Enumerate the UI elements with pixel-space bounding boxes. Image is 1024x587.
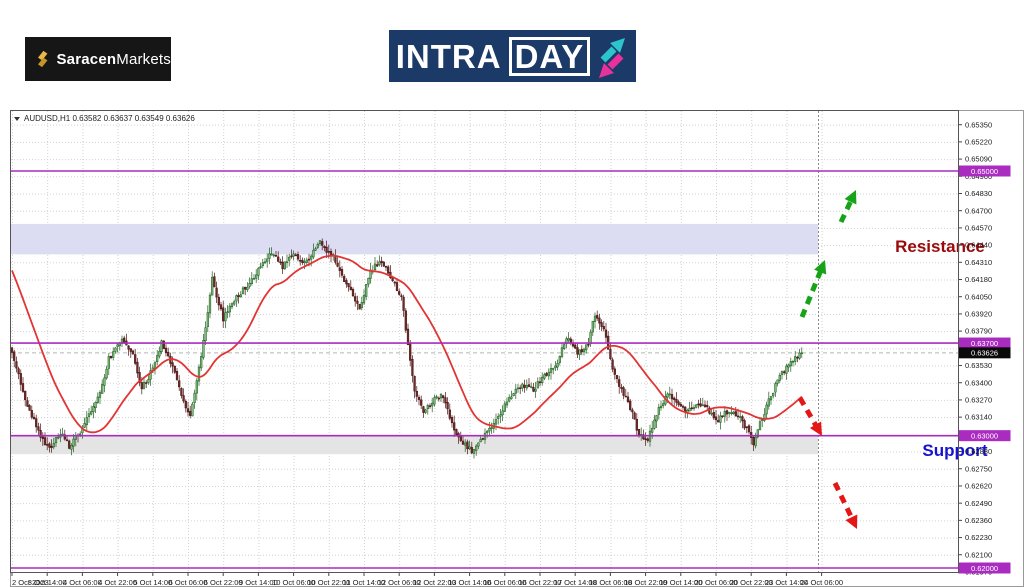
time-label: 3 Oct 14:00	[28, 578, 67, 587]
svg-text:0.63270: 0.63270	[965, 396, 992, 405]
intraday-logo: INTRA DAY	[389, 30, 636, 82]
symbol-info-text: AUDUSD,H1 0.63582 0.63637 0.63549 0.6362…	[24, 114, 195, 123]
time-label: 6 Oct 22:00	[204, 578, 243, 587]
candles-layer	[10, 238, 803, 459]
red-arrow-lower	[832, 481, 858, 529]
time-label: 13 Oct 14:00	[448, 578, 491, 587]
support-label: Support	[922, 441, 987, 460]
time-label: 2 Oct 2023	[12, 578, 49, 587]
svg-text:0.63920: 0.63920	[965, 310, 992, 319]
trading-chart[interactable]: Resistance Support 0.65350 0.65220 0.65090 0…	[10, 110, 1024, 587]
intraday-text-boxed: DAY	[508, 36, 591, 76]
svg-text:0.63530: 0.63530	[965, 361, 992, 370]
resistance-zone	[11, 223, 818, 255]
svg-text:0.63790: 0.63790	[965, 327, 992, 336]
svg-text:0.63400: 0.63400	[965, 378, 992, 387]
svg-text:0.62360: 0.62360	[965, 516, 992, 525]
svg-text:0.63700: 0.63700	[971, 339, 998, 348]
time-label: 10 Oct 22:00	[307, 578, 350, 587]
svg-text:0.64180: 0.64180	[965, 275, 992, 284]
resistance-label: Resistance	[895, 237, 985, 256]
svg-text:0.65350: 0.65350	[965, 120, 992, 129]
svg-text:0.65090: 0.65090	[965, 155, 992, 164]
saracen-brand-light: Markets	[116, 50, 171, 68]
red-arrow-upper	[797, 396, 822, 436]
svg-text:0.62100: 0.62100	[965, 550, 992, 559]
svg-text:0.62750: 0.62750	[965, 464, 992, 473]
svg-text:0.64440: 0.64440	[965, 241, 992, 250]
time-label: 16 Oct 06:00	[483, 578, 526, 587]
svg-text:0.62000: 0.62000	[971, 564, 998, 573]
time-label: 10 Oct 06:00	[272, 578, 315, 587]
price-scale[interactable]: 0.653500.652200.650900.649600.648300.647…	[958, 120, 1011, 577]
moving-average-line	[11, 254, 803, 434]
level-lines-layer[interactable]	[11, 170, 958, 569]
svg-text:0.64700: 0.64700	[965, 206, 992, 215]
svg-text:0.63000: 0.63000	[971, 431, 998, 440]
time-label: 20 Oct 06:00	[695, 578, 738, 587]
annotations-layer[interactable]: Resistance Support	[797, 190, 988, 529]
svg-text:0.64050: 0.64050	[965, 292, 992, 301]
symbol-dropdown-icon[interactable]	[14, 117, 20, 121]
time-label: 17 Oct 14:00	[554, 578, 597, 587]
trend-arrows-icon	[599, 38, 626, 78]
time-label: 11 Oct 14:00	[343, 578, 385, 587]
svg-text:0.62880: 0.62880	[965, 447, 992, 456]
time-label: 12 Oct 22:00	[413, 578, 456, 587]
intraday-text-main: INTRA	[395, 37, 502, 75]
saracen-brand-text: SaracenMarkets	[56, 51, 171, 68]
time-label: 5 Oct 14:00	[133, 578, 172, 587]
time-label: 18 Oct 06:00	[589, 578, 632, 587]
svg-text:0.62230: 0.62230	[965, 533, 992, 542]
svg-text:0.63140: 0.63140	[965, 413, 992, 422]
time-label: 6 Oct 06:00	[169, 578, 208, 587]
svg-text:0.64570: 0.64570	[965, 224, 992, 233]
time-label: 18 Oct 22:00	[624, 578, 667, 587]
green-arrow-lower	[799, 260, 827, 318]
svg-text:0.62620: 0.62620	[965, 482, 992, 491]
time-label: 19 Oct 14:00	[659, 578, 702, 587]
plot-border	[10, 110, 959, 573]
zones-layer	[11, 223, 818, 455]
time-label: 12 Oct 06:00	[378, 578, 421, 587]
time-label: 9 Oct 14:00	[239, 578, 278, 587]
time-label: 23 Oct 14:00	[765, 578, 808, 587]
support-zone	[11, 435, 818, 455]
svg-text:0.64830: 0.64830	[965, 189, 992, 198]
svg-text:0.63626: 0.63626	[971, 349, 998, 358]
saracen-s-icon	[38, 50, 48, 68]
saracen-brand-bold: Saracen	[56, 50, 117, 68]
green-arrow-upper	[838, 190, 857, 224]
time-label: 20 Oct 22:00	[730, 578, 773, 587]
time-label: 16 Oct 22:00	[519, 578, 562, 587]
time-label: 4 Oct 06:00	[63, 578, 102, 587]
svg-text:0.64310: 0.64310	[965, 258, 992, 267]
saracen-logo: SaracenMarkets	[25, 37, 171, 81]
time-label: 4 Oct 22:00	[98, 578, 137, 587]
svg-text:0.65220: 0.65220	[965, 137, 992, 146]
svg-text:0.62490: 0.62490	[965, 499, 992, 508]
time-label: 24 Oct 06:00	[800, 578, 843, 587]
svg-text:0.65000: 0.65000	[971, 167, 998, 176]
info-line: AUDUSD,H1 0.63582 0.63637 0.63549 0.6362…	[14, 114, 195, 123]
